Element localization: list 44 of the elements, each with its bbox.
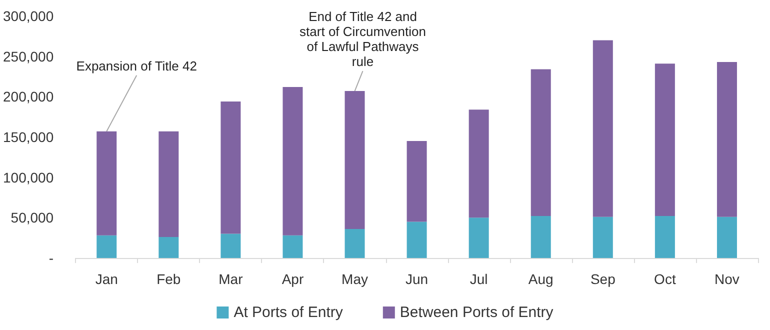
bar bbox=[344, 228, 365, 258]
bar bbox=[406, 222, 427, 258]
x-tick-label: Jan bbox=[95, 271, 118, 287]
x-tick-label: Sep bbox=[590, 271, 616, 287]
bar bbox=[282, 235, 303, 258]
bar bbox=[530, 216, 551, 258]
bar bbox=[468, 218, 489, 258]
legend-label: At Ports of Entry bbox=[234, 304, 344, 321]
bar bbox=[220, 234, 241, 258]
x-tick-label: Oct bbox=[654, 271, 676, 287]
bar bbox=[468, 110, 489, 218]
x-tick-label: Apr bbox=[282, 271, 304, 287]
bar bbox=[158, 131, 179, 238]
x-tick-label: Jun bbox=[406, 271, 428, 287]
bar bbox=[530, 69, 551, 216]
x-tick-label: Aug bbox=[528, 271, 554, 287]
y-tick-label: 250,000 bbox=[2, 48, 54, 64]
annotation: End of Title 42 and start of Circumvention of Lawful Pathways rule bbox=[300, 9, 426, 70]
y-tick-label: 300,000 bbox=[2, 8, 54, 24]
legend-label: Between Ports of Entry bbox=[400, 304, 554, 321]
y-tick-label: 100,000 bbox=[2, 169, 54, 186]
bar bbox=[96, 235, 117, 258]
bar bbox=[406, 141, 427, 222]
bar bbox=[716, 216, 737, 258]
y-tick-label: 150,000 bbox=[2, 129, 54, 145]
bar bbox=[592, 216, 613, 258]
y-tick-label: 50,000 bbox=[10, 210, 54, 226]
bar bbox=[282, 86, 303, 236]
bar bbox=[654, 64, 675, 216]
x-tick-label: May bbox=[342, 271, 368, 287]
y-tick-label: - bbox=[48, 250, 54, 266]
x-tick-label: Jul bbox=[470, 271, 488, 287]
bar bbox=[158, 237, 179, 258]
bar bbox=[344, 91, 365, 229]
annotation: Expansion of Title 42 bbox=[76, 58, 197, 74]
x-tick-label: Mar bbox=[218, 271, 244, 287]
bar bbox=[654, 216, 675, 258]
bar bbox=[220, 102, 241, 234]
x-tick-label: Feb bbox=[156, 271, 181, 287]
bar bbox=[716, 62, 737, 217]
x-tick-label: Nov bbox=[714, 271, 740, 287]
bar bbox=[592, 40, 613, 217]
bar bbox=[96, 131, 117, 236]
y-tick-label: 200,000 bbox=[2, 88, 54, 105]
